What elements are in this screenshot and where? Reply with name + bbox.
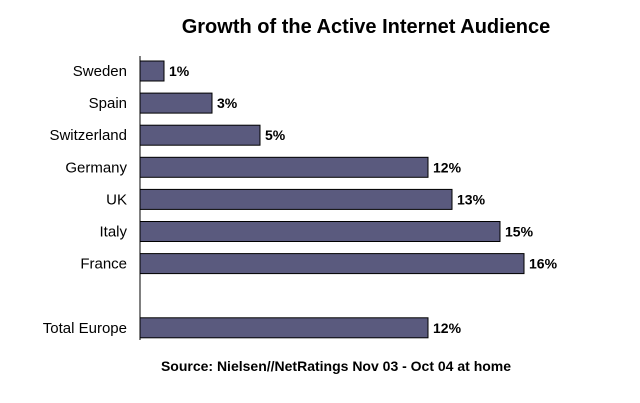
- bar: [139, 156, 429, 178]
- value-label: 13%: [457, 191, 486, 207]
- bar: [139, 253, 525, 275]
- value-label: 3%: [217, 95, 238, 111]
- category-label: UK: [106, 191, 127, 208]
- bar: [139, 317, 429, 339]
- bar: [139, 124, 261, 146]
- category-label: Switzerland: [49, 127, 127, 144]
- bar: [139, 188, 453, 210]
- value-label: 1%: [169, 63, 190, 79]
- value-label: 12%: [433, 320, 462, 336]
- category-label: Sweden: [73, 63, 127, 80]
- bar: [139, 92, 213, 114]
- value-label: 5%: [265, 127, 286, 143]
- category-label: Spain: [89, 95, 127, 112]
- value-label: 12%: [433, 159, 462, 175]
- bar: [139, 60, 165, 82]
- value-label: 16%: [529, 256, 558, 272]
- category-label: Germany: [65, 159, 127, 176]
- category-label: Italy: [99, 224, 127, 241]
- value-label: 15%: [505, 224, 534, 240]
- chart-source: Source: Nielsen//NetRatings Nov 03 - Oct…: [161, 358, 511, 374]
- category-label: Total Europe: [43, 320, 127, 337]
- chart-title: Growth of the Active Internet Audience: [182, 16, 551, 38]
- bars-layer: Sweden 1% Spain 3% Switzerland 5% Germany 12% UK…: [43, 60, 558, 339]
- category-label: France: [80, 256, 127, 273]
- bar: [139, 221, 501, 242]
